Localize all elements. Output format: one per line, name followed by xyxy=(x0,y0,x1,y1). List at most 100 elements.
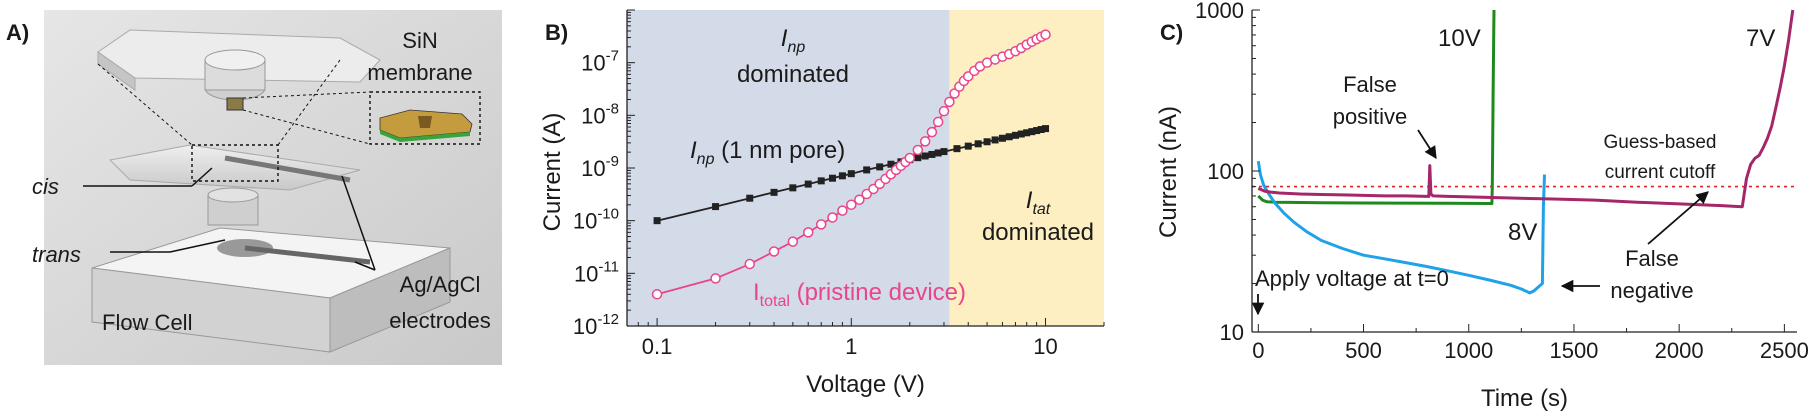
y-tick-base: 10 xyxy=(573,314,597,339)
y-tick-base: 10 xyxy=(574,261,598,286)
x-tick-label: 2500 xyxy=(1760,338,1809,363)
data-point xyxy=(938,105,950,117)
y-tick-label: 10 xyxy=(1220,320,1244,345)
annotation-false-negative-line2: negative xyxy=(1610,278,1693,303)
data-point xyxy=(974,140,982,148)
y-axis-title: Current (nA) xyxy=(1155,106,1182,238)
data-point xyxy=(1028,128,1036,136)
label-flow-cell: Flow Cell xyxy=(102,310,192,335)
y-tick-exponent: -9 xyxy=(606,153,619,170)
data-point xyxy=(904,152,916,164)
series-label-total-sub: total xyxy=(760,293,790,310)
false-negative-arrow xyxy=(1647,191,1709,245)
chart-b-letter: B) xyxy=(545,20,568,45)
data-point xyxy=(828,174,836,182)
data-point xyxy=(861,188,872,200)
data-point xyxy=(964,142,972,150)
x-tick-label: 2000 xyxy=(1655,338,1704,363)
data-point xyxy=(863,166,871,174)
data-point xyxy=(912,144,924,156)
x-tick-label: 500 xyxy=(1345,338,1382,363)
panel-a: A) xyxy=(6,10,502,365)
data-point xyxy=(746,194,754,202)
label-membrane: membrane xyxy=(367,60,472,85)
data-point xyxy=(940,148,948,156)
data-point xyxy=(932,116,944,128)
chart-c-letter: C) xyxy=(1160,20,1183,45)
y-tick-exponent: -10 xyxy=(597,206,619,223)
data-point xyxy=(926,126,938,138)
y-tick-label: 10-12 xyxy=(573,311,619,339)
series-label-10v: 10V xyxy=(1438,25,1481,52)
region-label-tat-dominated: dominated xyxy=(982,219,1094,246)
data-point xyxy=(1033,127,1041,135)
annotation-false-positive-line2: positive xyxy=(1333,104,1408,129)
region-label-tat: Itat xyxy=(1026,187,1051,218)
x-tick-label: 0.1 xyxy=(642,334,673,359)
data-point xyxy=(653,217,661,225)
data-point xyxy=(804,180,812,188)
cutoff-label-line1: Guess-based xyxy=(1603,132,1716,153)
label-trans: trans xyxy=(32,242,81,267)
data-point xyxy=(998,134,1006,142)
data-point xyxy=(914,154,922,162)
data-point xyxy=(1042,125,1050,133)
y-tick-label: 10-8 xyxy=(581,100,619,128)
data-point xyxy=(710,273,721,284)
y-tick-base: 10 xyxy=(581,156,605,181)
data-point xyxy=(827,212,838,223)
y-tick-label: 1000 xyxy=(1195,0,1244,23)
annotation-false-negative-line1: False xyxy=(1625,246,1679,271)
data-point xyxy=(838,172,846,180)
zoom-box-membrane xyxy=(369,91,481,145)
data-point xyxy=(802,227,814,238)
data-point xyxy=(934,149,942,157)
data-point xyxy=(787,236,799,247)
y-tick-exponent: -12 xyxy=(597,311,619,328)
sin-membrane-inset xyxy=(379,109,473,142)
data-point xyxy=(744,258,756,270)
region-label-tat-main: I xyxy=(1026,187,1033,214)
y-tick-label: 100 xyxy=(1207,159,1244,184)
region-label-np-main: I xyxy=(781,25,788,52)
x-tick-label: 1 xyxy=(845,334,857,359)
x-axis-title: Time (s) xyxy=(1481,385,1568,412)
data-point xyxy=(921,152,929,160)
data-point xyxy=(876,163,884,171)
label-sin: SiN xyxy=(402,28,437,53)
series-line-10V xyxy=(1257,9,1496,205)
series-label-total: Itotal (pristine device) xyxy=(753,279,966,310)
region-background-1 xyxy=(949,10,1104,326)
y-tick-label: 10-9 xyxy=(581,153,619,181)
x-tick-label: 1500 xyxy=(1549,338,1598,363)
series-label-np-rest: (1 nm pore) xyxy=(714,137,845,164)
data-point xyxy=(1011,131,1019,139)
label-electrodes: electrodes xyxy=(389,308,491,333)
data-point xyxy=(847,170,855,178)
y-tick-label: 10-10 xyxy=(573,206,619,234)
data-point xyxy=(1040,29,1051,40)
y-axis-title: Current (A) xyxy=(539,113,566,232)
label-ag-agcl: Ag/AgCl xyxy=(400,272,481,297)
y-tick-label: 10-7 xyxy=(581,48,619,76)
data-point xyxy=(837,205,848,216)
data-point xyxy=(770,188,778,196)
data-point xyxy=(846,199,857,211)
x-tick-label: 0 xyxy=(1252,338,1264,363)
chart-c: C) Guess-based current cutoff 10V 8V 7V False p… xyxy=(1155,0,1809,412)
series-line-7V xyxy=(1257,9,1795,209)
series-label-np-main: I xyxy=(690,137,697,164)
y-tick-label: 10-11 xyxy=(574,258,619,286)
data-point xyxy=(1037,126,1045,134)
y-tick-exponent: -8 xyxy=(606,100,619,117)
data-point xyxy=(817,177,825,185)
y-tick-base: 10 xyxy=(581,51,605,76)
data-point xyxy=(815,219,827,230)
cutoff-label-line2: current cutoff xyxy=(1605,162,1716,183)
data-point xyxy=(789,184,797,192)
data-point xyxy=(854,194,865,205)
data-point xyxy=(953,145,961,153)
zoom-box-cis xyxy=(191,144,279,182)
region-label-np-dominated: dominated xyxy=(737,61,849,88)
